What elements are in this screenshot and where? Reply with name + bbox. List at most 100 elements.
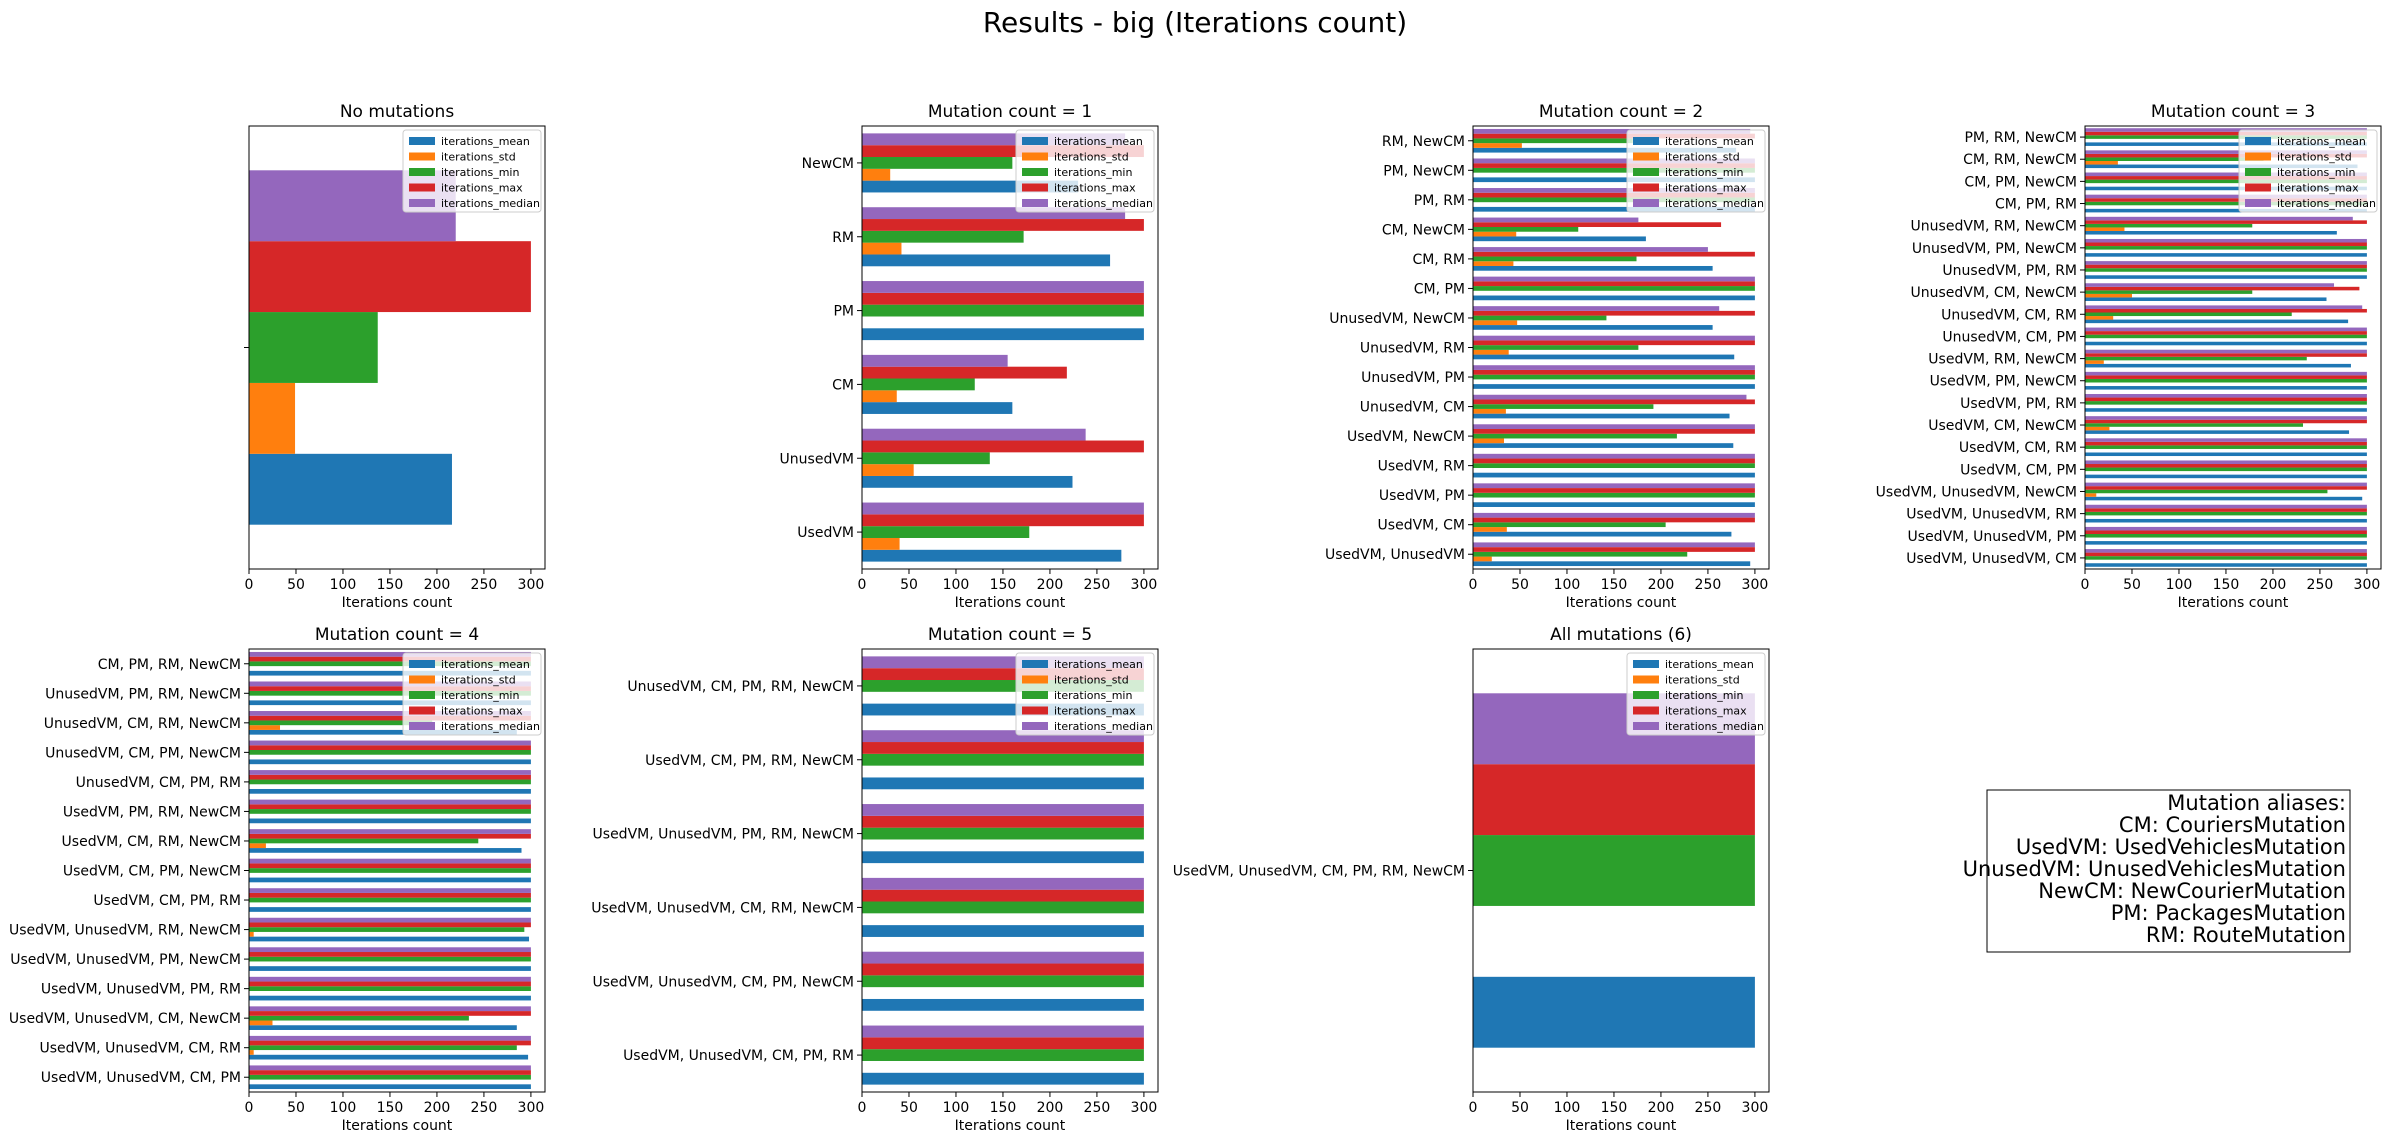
bar-iterations-min bbox=[249, 750, 531, 755]
bar-iterations-median bbox=[1473, 158, 1755, 164]
bar-iterations-mean bbox=[249, 907, 531, 912]
bar-iterations-median bbox=[249, 711, 531, 716]
bar-iterations-min bbox=[862, 753, 1144, 766]
y-tick-label: UsedVM, CM, RM bbox=[1959, 440, 2077, 456]
bar-iterations-max bbox=[1473, 517, 1755, 523]
bar-iterations-median bbox=[862, 281, 1144, 293]
y-tick-label: NewCM bbox=[802, 156, 854, 172]
bar-iterations-median bbox=[2085, 416, 2367, 420]
axes-frame bbox=[861, 648, 1159, 1093]
y-tick-label: UnusedVM, NewCM bbox=[1329, 311, 1465, 327]
panel-title: Mutation count = 5 bbox=[928, 625, 1092, 645]
bar-iterations-mean bbox=[2085, 186, 2367, 191]
bar-iterations-median bbox=[862, 730, 1144, 743]
bar-iterations-std bbox=[862, 242, 902, 255]
bar-iterations-mean bbox=[1473, 236, 1646, 242]
bar-iterations-median bbox=[1473, 424, 1755, 430]
bar-iterations-median bbox=[2085, 526, 2367, 531]
legend-swatch bbox=[2245, 199, 2271, 207]
bar-iterations-min bbox=[2085, 135, 2367, 139]
legend-swatch bbox=[2245, 183, 2271, 192]
bar-iterations-mean bbox=[249, 700, 531, 706]
bar-iterations-min bbox=[249, 1045, 517, 1051]
x-tick-label: 200 bbox=[1648, 1100, 1675, 1116]
y-tick-label: UsedVM, UnusedVM bbox=[1325, 547, 1465, 563]
legend-frame bbox=[1626, 652, 1766, 736]
y-tick-label: UsedVM, CM, NewCM bbox=[1928, 418, 2077, 434]
axes-frame bbox=[2084, 125, 2382, 570]
legend-label: iterations_median bbox=[441, 720, 540, 733]
bar-iterations-max bbox=[2085, 441, 2367, 446]
bar-iterations-mean bbox=[249, 788, 531, 794]
bar-iterations-mean bbox=[2085, 297, 2327, 301]
bar-iterations-mean bbox=[1473, 472, 1755, 478]
legend-swatch bbox=[409, 691, 435, 699]
x-tick-label: 250 bbox=[1084, 1100, 1111, 1116]
chart-panel: All mutations (6) 0 50 100 150 200 250 300 Itera… bbox=[1173, 625, 1770, 1134]
legend-frame bbox=[1015, 129, 1155, 213]
y-tick-label: UnusedVM, CM bbox=[1360, 400, 1465, 416]
legend: iterations_mean iterations_std iterations_… bbox=[402, 129, 542, 213]
bar-iterations-max bbox=[1473, 192, 1755, 198]
legend-label: iterations_std bbox=[2277, 151, 2352, 164]
chart-panel: Mutation count = 5 0 50 100 150 200 250 300 Iter… bbox=[591, 625, 1159, 1134]
bar-iterations-median bbox=[1473, 365, 1755, 370]
bar-iterations-median bbox=[249, 947, 531, 953]
bar-iterations-mean bbox=[862, 851, 1144, 864]
bar-iterations-max bbox=[1473, 488, 1755, 493]
bar-iterations-min bbox=[249, 956, 531, 962]
legend-swatch bbox=[2245, 152, 2271, 161]
bar-iterations-min bbox=[1473, 197, 1755, 203]
legend-label: iterations_median bbox=[1054, 197, 1153, 210]
bar-iterations-max bbox=[2085, 331, 2367, 335]
legend-label: iterations_max bbox=[1665, 705, 1747, 718]
bar-iterations-median bbox=[2085, 283, 2335, 287]
bar-iterations-max bbox=[862, 889, 1144, 902]
legend-swatch bbox=[409, 706, 435, 715]
y-tick-label: UsedVM, UnusedVM, CM, PM bbox=[41, 1070, 241, 1086]
legend-label: iterations_max bbox=[1665, 182, 1747, 195]
legend-swatch bbox=[1022, 183, 1048, 192]
bar-iterations-max bbox=[1473, 369, 1755, 375]
x-tick-label: 300 bbox=[1131, 577, 1158, 593]
bar-iterations-max bbox=[1473, 310, 1755, 316]
bar-iterations-max bbox=[249, 686, 531, 691]
bar-iterations-min bbox=[249, 897, 531, 903]
axes-frame bbox=[861, 125, 1159, 570]
bar-iterations-median bbox=[2085, 327, 2367, 332]
bar-iterations-max bbox=[1473, 222, 1722, 228]
legend-label: iterations_max bbox=[1054, 705, 1136, 718]
x-tick-label: 100 bbox=[330, 577, 357, 593]
bar-iterations-max bbox=[1473, 133, 1755, 139]
x-tick-label: 200 bbox=[2260, 577, 2287, 593]
bar-iterations-std bbox=[1473, 261, 1514, 266]
legend-label: iterations_min bbox=[441, 166, 519, 179]
bar-iterations-mean bbox=[2085, 363, 2351, 368]
bar-iterations-std bbox=[249, 843, 266, 849]
legend-swatch bbox=[1022, 691, 1048, 699]
legend: iterations_mean iterations_std iterations_… bbox=[1015, 652, 1155, 736]
legend-swatch bbox=[1633, 722, 1659, 730]
legend-label: iterations_median bbox=[1665, 720, 1764, 733]
bar-iterations-median bbox=[2085, 216, 2353, 221]
bar-iterations-mean bbox=[862, 777, 1144, 790]
bar-iterations-median bbox=[249, 976, 531, 982]
x-tick-label: 0 bbox=[245, 1100, 254, 1116]
bar-iterations-min bbox=[1473, 492, 1755, 498]
bar-iterations-median bbox=[1473, 512, 1755, 518]
legend-swatch bbox=[1633, 675, 1659, 684]
alias-line: UsedVM: UsedVehiclesMutation bbox=[2016, 835, 2346, 859]
y-tick-label: UsedVM, UnusedVM, CM, PM, RM, NewCM bbox=[1173, 864, 1465, 880]
bar-iterations-std bbox=[1473, 556, 1492, 562]
y-tick-label: UnusedVM, PM bbox=[1361, 370, 1465, 386]
bar-iterations-max bbox=[249, 715, 531, 721]
bar-iterations-min bbox=[249, 779, 531, 785]
bar-iterations-median bbox=[2085, 305, 2363, 309]
x-tick-label: 150 bbox=[990, 1100, 1017, 1116]
x-tick-label: 150 bbox=[1601, 1100, 1628, 1116]
alias-line: RM: RouteMutation bbox=[2146, 923, 2346, 947]
legend-frame bbox=[1626, 129, 1766, 213]
bar-iterations-max bbox=[2085, 464, 2367, 468]
bar-iterations-min bbox=[1473, 522, 1666, 528]
x-tick-label: 300 bbox=[1742, 1100, 1769, 1116]
